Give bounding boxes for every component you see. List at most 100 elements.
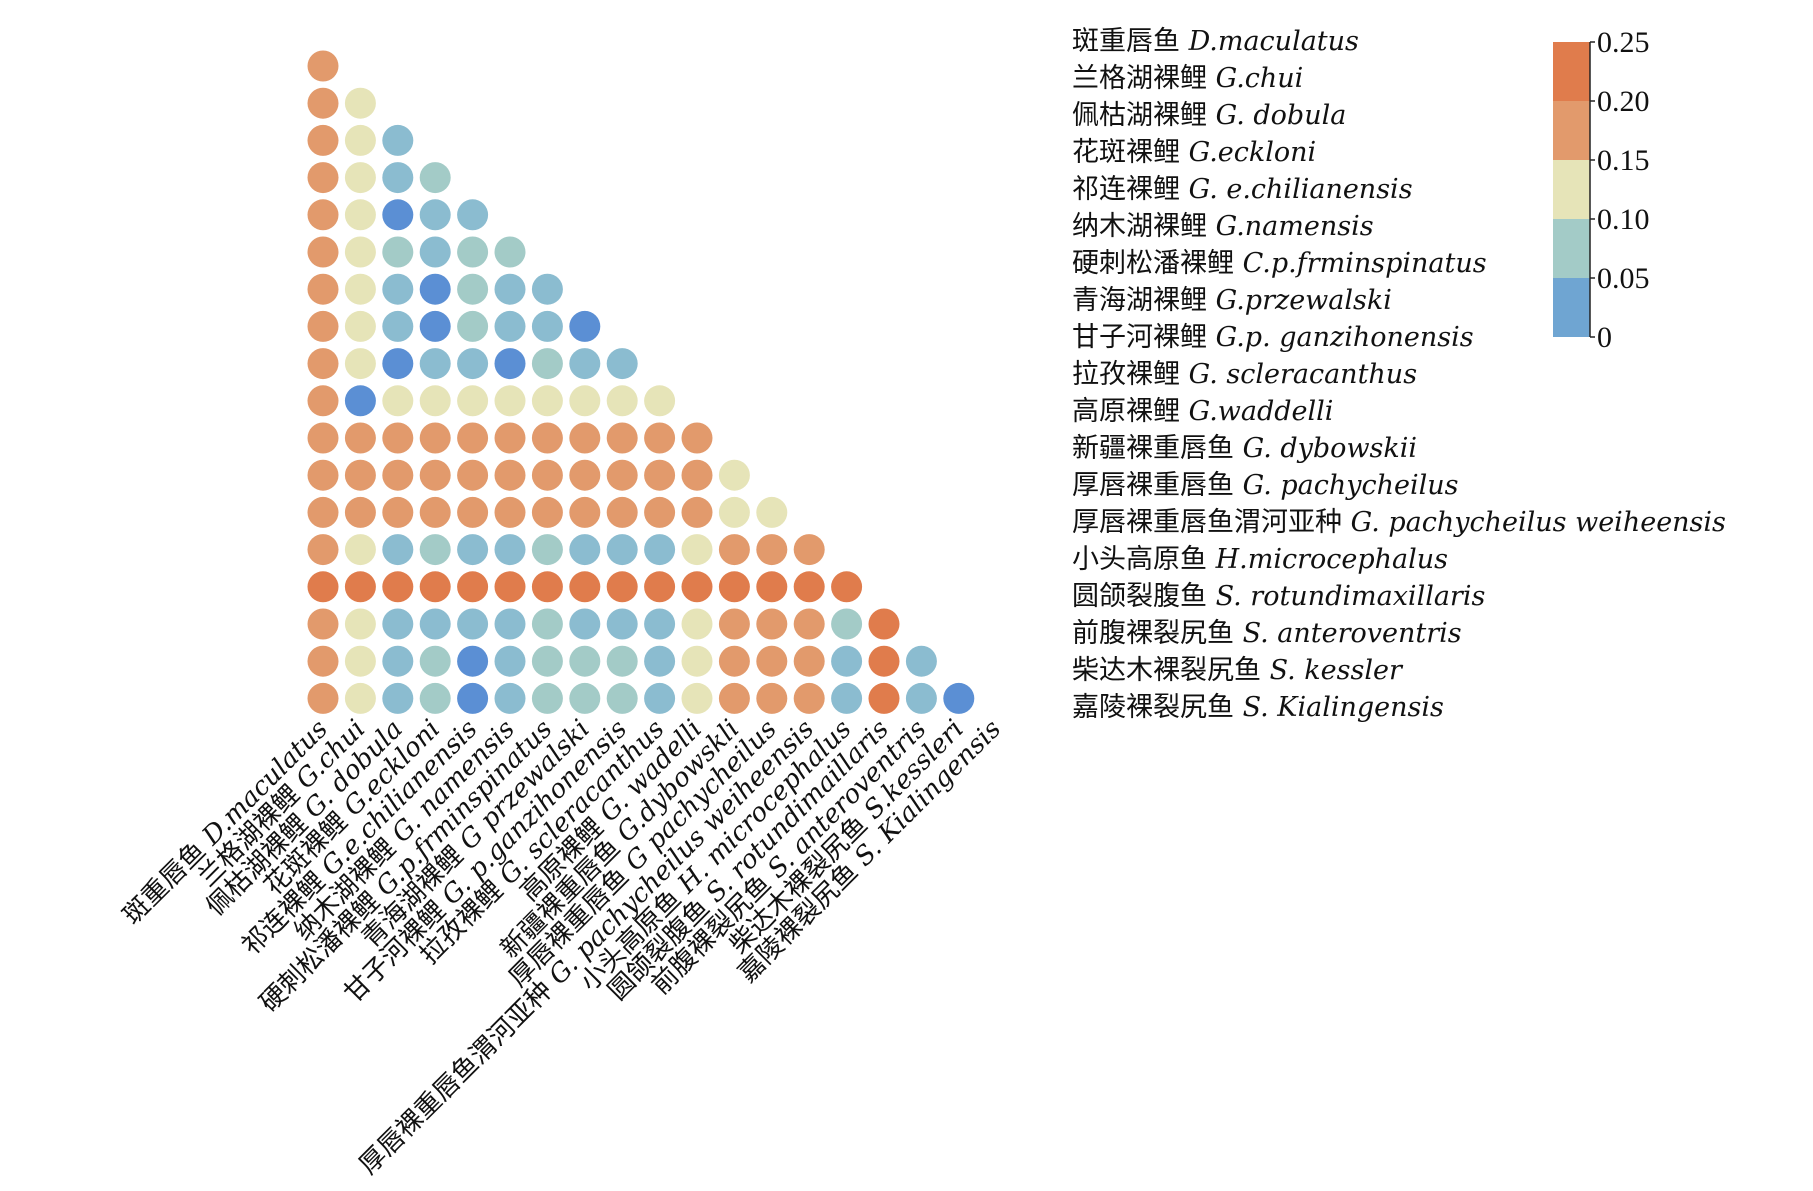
dot-r11-c6: [494, 422, 526, 454]
dot-r14-c8: [569, 534, 601, 566]
dot-r18-c11: [681, 682, 713, 714]
dot-r11-c1: [307, 422, 339, 454]
dot-r11-c9: [606, 422, 638, 454]
species-list-item: 佩枯湖裸鲤 G. dobula: [1072, 100, 1346, 131]
dot-r9-c8: [569, 348, 601, 380]
dot-r18-c15: [831, 682, 863, 714]
dot-r18-c17: [905, 682, 937, 714]
dot-r3-c2: [344, 124, 376, 156]
colorbar: 0.25 0.20 0.15 0.10 0.05 0: [1553, 26, 1650, 354]
dot-r14-c6: [494, 534, 526, 566]
species-list-item: 青海湖裸鲤 G.przewalski: [1072, 285, 1392, 316]
dot-r16-c15: [831, 608, 863, 640]
dot-r6-c1: [307, 236, 339, 268]
species-list-item: 拉孜裸鲤 G. scleracanthus: [1072, 359, 1417, 390]
dot-r10-c10: [644, 385, 676, 417]
dot-r14-c9: [606, 534, 638, 566]
dot-r12-c12: [718, 459, 750, 491]
dot-r13-c2: [344, 496, 376, 528]
dot-r2-c2: [344, 87, 376, 119]
dot-r3-c3: [382, 124, 414, 156]
dot-r17-c1: [307, 645, 339, 677]
dot-r12-c9: [606, 459, 638, 491]
dot-r12-c2: [344, 459, 376, 491]
dot-r18-c10: [644, 682, 676, 714]
dot-r9-c7: [531, 348, 563, 380]
dot-r13-c1: [307, 496, 339, 528]
dot-r7-c3: [382, 273, 414, 305]
dot-r8-c7: [531, 310, 563, 342]
dot-r8-c8: [569, 310, 601, 342]
dot-r17-c3: [382, 645, 414, 677]
colorbar-band: [1553, 160, 1590, 219]
colorbar-band: [1553, 278, 1590, 337]
dot-r12-c4: [419, 459, 451, 491]
dot-r18-c13: [756, 682, 788, 714]
dot-r13-c13: [756, 496, 788, 528]
dot-r11-c11: [681, 422, 713, 454]
dot-r14-c1: [307, 534, 339, 566]
dot-r11-c7: [531, 422, 563, 454]
dot-r10-c8: [569, 385, 601, 417]
dot-r18-c7: [531, 682, 563, 714]
dot-r17-c15: [831, 645, 863, 677]
species-list-item: 柴达木裸裂尻鱼 S. kessler: [1072, 655, 1404, 686]
dot-r16-c11: [681, 608, 713, 640]
dot-r8-c4: [419, 310, 451, 342]
dot-r6-c5: [457, 236, 489, 268]
dot-r15-c6: [494, 571, 526, 603]
dot-r10-c1: [307, 385, 339, 417]
colorbar-tick-label: 0.15: [1597, 144, 1650, 177]
dot-r17-c10: [644, 645, 676, 677]
colorbar-band: [1553, 42, 1590, 101]
dot-r15-c1: [307, 571, 339, 603]
dot-r15-c15: [831, 571, 863, 603]
dot-r17-c4: [419, 645, 451, 677]
dot-r17-c13: [756, 645, 788, 677]
dot-r14-c10: [644, 534, 676, 566]
dot-r18-c6: [494, 682, 526, 714]
dot-r18-c8: [569, 682, 601, 714]
colorbar-tick-label: 0.25: [1597, 26, 1650, 59]
dot-r4-c4: [419, 162, 451, 194]
dot-r17-c17: [905, 645, 937, 677]
dot-r12-c6: [494, 459, 526, 491]
dot-r17-c6: [494, 645, 526, 677]
dot-r10-c2: [344, 385, 376, 417]
dot-r5-c5: [457, 199, 489, 231]
dot-r18-c1: [307, 682, 339, 714]
colorbar-tick-label: 0.20: [1597, 85, 1650, 118]
dot-r13-c5: [457, 496, 489, 528]
dot-r13-c12: [718, 496, 750, 528]
dot-r5-c4: [419, 199, 451, 231]
dot-r15-c14: [793, 571, 825, 603]
dot-r17-c9: [606, 645, 638, 677]
species-list-item: 斑重唇鱼 D.maculatus: [1072, 26, 1359, 57]
dot-r17-c5: [457, 645, 489, 677]
dot-r11-c4: [419, 422, 451, 454]
dot-r15-c12: [718, 571, 750, 603]
species-list-item: 新疆裸重唇鱼 G. dybowskii: [1072, 433, 1417, 464]
species-list-item: 祁连裸鲤 G. e.chilianensis: [1072, 174, 1413, 205]
dot-r10-c3: [382, 385, 414, 417]
dot-r18-c5: [457, 682, 489, 714]
dot-r15-c7: [531, 571, 563, 603]
dot-r18-c3: [382, 682, 414, 714]
dot-r14-c3: [382, 534, 414, 566]
dot-r17-c12: [718, 645, 750, 677]
dot-r16-c10: [644, 608, 676, 640]
dot-r16-c12: [718, 608, 750, 640]
dot-r12-c11: [681, 459, 713, 491]
dot-r10-c7: [531, 385, 563, 417]
species-list-item: 硬刺松潘裸鲤 C.p.frminspinatus: [1072, 248, 1487, 279]
dot-r11-c2: [344, 422, 376, 454]
dot-r12-c5: [457, 459, 489, 491]
dot-r17-c14: [793, 645, 825, 677]
dot-r8-c6: [494, 310, 526, 342]
dot-r16-c6: [494, 608, 526, 640]
dot-r12-c8: [569, 459, 601, 491]
dot-r9-c2: [344, 348, 376, 380]
dot-r13-c7: [531, 496, 563, 528]
